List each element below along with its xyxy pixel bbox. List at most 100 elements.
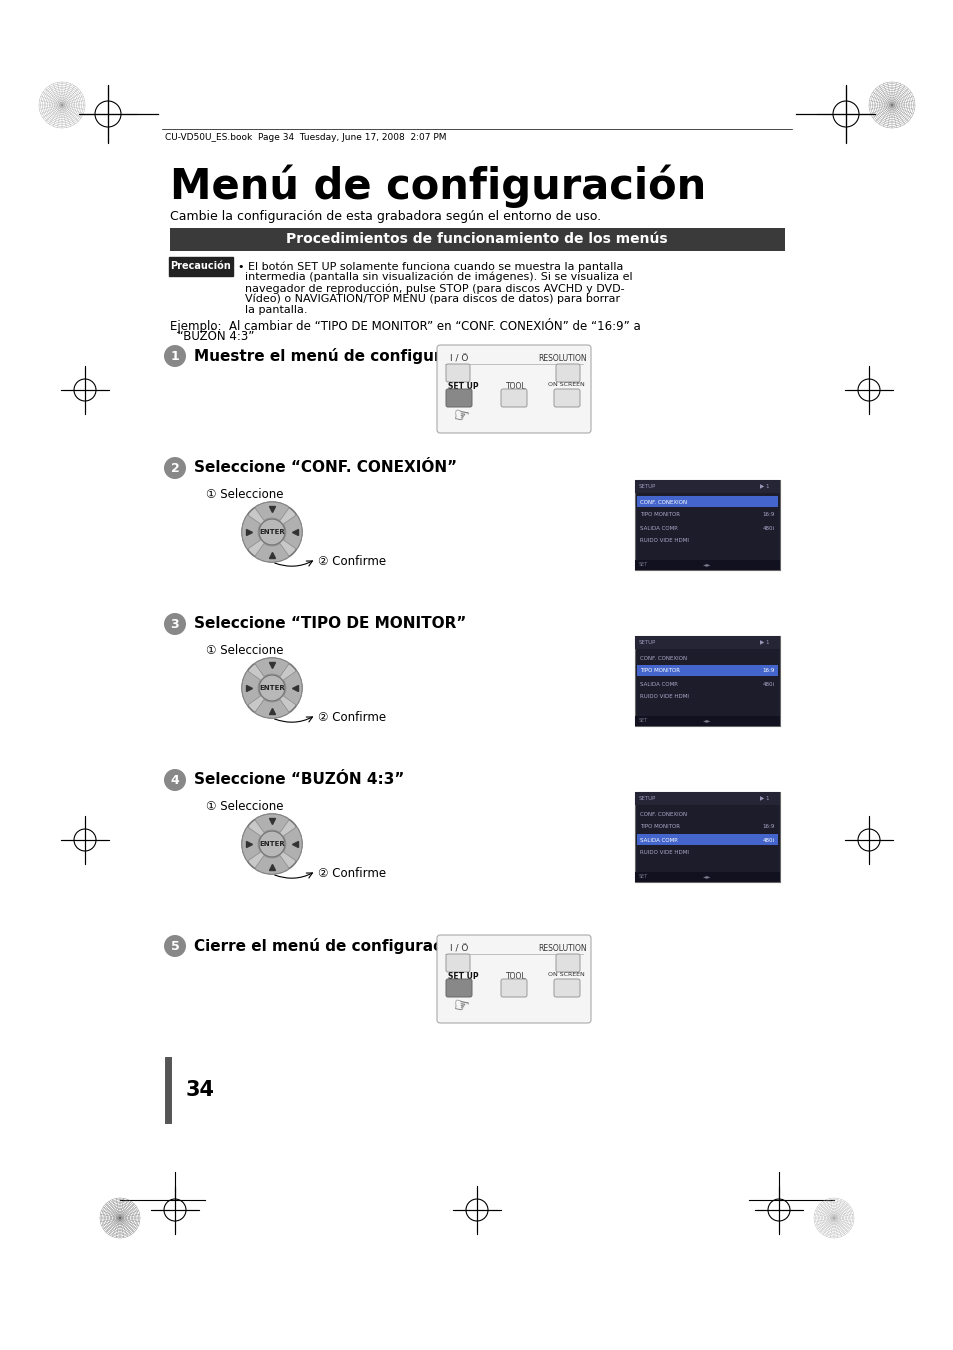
Bar	[635, 636, 780, 726]
Text: ① Seleccione: ① Seleccione	[206, 487, 283, 501]
Text: 1: 1	[171, 350, 179, 363]
FancyBboxPatch shape	[169, 256, 233, 275]
Text: 5: 5	[171, 940, 179, 953]
Text: ◄►: ◄►	[702, 718, 711, 724]
Text: TOOL: TOOL	[505, 972, 526, 981]
Text: RESOLUTION: RESOLUTION	[537, 354, 586, 363]
Text: RESOLUTION: RESOLUTION	[537, 944, 586, 953]
Text: TIPO MONITOR: TIPO MONITOR	[639, 513, 679, 517]
FancyBboxPatch shape	[554, 979, 579, 998]
Text: SALIDA COMP.: SALIDA COMP.	[639, 525, 678, 531]
Bar	[170, 228, 784, 251]
Text: la pantalla.: la pantalla.	[237, 305, 307, 315]
Bar	[637, 495, 778, 508]
Text: 4: 4	[171, 774, 179, 787]
Text: navegador de reproducción, pulse STOP (para discos AVCHD y DVD-: navegador de reproducción, pulse STOP (p…	[237, 284, 624, 293]
Bar	[635, 481, 780, 493]
Text: 2: 2	[171, 462, 179, 474]
Wedge shape	[242, 514, 260, 549]
Wedge shape	[283, 514, 302, 549]
Circle shape	[164, 458, 186, 479]
Text: Precaución: Precaución	[171, 261, 232, 271]
FancyBboxPatch shape	[554, 389, 579, 406]
Text: intermedia (pantalla sin visualización de imágenes). Si se visualiza el: intermedia (pantalla sin visualización d…	[237, 271, 632, 282]
Text: Seleccione “BUZÓN 4:3”: Seleccione “BUZÓN 4:3”	[193, 772, 404, 787]
Wedge shape	[283, 826, 302, 861]
Text: SALIDA COMP.: SALIDA COMP.	[639, 837, 678, 842]
Text: Muestre el menú de configuración: Muestre el menú de configuración	[193, 348, 487, 364]
Text: SET: SET	[639, 718, 648, 724]
Text: CU-VD50U_ES.book  Page 34  Tuesday, June 17, 2008  2:07 PM: CU-VD50U_ES.book Page 34 Tuesday, June 1…	[165, 134, 446, 142]
FancyBboxPatch shape	[436, 936, 590, 1023]
Circle shape	[242, 814, 302, 873]
Text: ② Confirme: ② Confirme	[317, 867, 386, 880]
Text: Ejemplo:  Al cambiar de “TIPO DE MONITOR” en “CONF. CONEXIÓN” de “16:9” a: Ejemplo: Al cambiar de “TIPO DE MONITOR”…	[170, 319, 640, 333]
Text: CONF. CONEXION: CONF. CONEXION	[639, 656, 686, 660]
Text: ON SCREEN: ON SCREEN	[547, 972, 584, 977]
FancyBboxPatch shape	[500, 389, 526, 406]
FancyBboxPatch shape	[446, 979, 472, 998]
Text: 480i: 480i	[762, 682, 774, 687]
Text: 480i: 480i	[762, 525, 774, 531]
Wedge shape	[254, 502, 289, 521]
Circle shape	[242, 502, 302, 562]
Text: SET UP: SET UP	[448, 972, 478, 981]
Text: 16:9: 16:9	[761, 668, 774, 674]
Text: Seleccione “TIPO DE MONITOR”: Seleccione “TIPO DE MONITOR”	[193, 617, 466, 632]
Bar	[635, 481, 780, 570]
Bar	[635, 872, 780, 882]
Text: RUIDO VIDE HDMI: RUIDO VIDE HDMI	[639, 850, 688, 856]
Text: I / Ö: I / Ö	[450, 354, 468, 363]
FancyBboxPatch shape	[446, 389, 472, 406]
Bar	[635, 636, 780, 649]
Text: Procedimientos de funcionamiento de los menús: Procedimientos de funcionamiento de los …	[286, 232, 667, 246]
Text: SALIDA COMP.: SALIDA COMP.	[639, 682, 678, 687]
FancyBboxPatch shape	[500, 979, 526, 998]
Text: TIPO MONITOR: TIPO MONITOR	[639, 825, 679, 829]
Text: 34: 34	[186, 1080, 214, 1100]
Bar	[635, 716, 780, 726]
Bar	[637, 666, 778, 676]
Wedge shape	[254, 856, 289, 873]
FancyBboxPatch shape	[446, 364, 470, 382]
Text: ▶ 1: ▶ 1	[760, 483, 769, 489]
Text: SETUP: SETUP	[639, 640, 656, 644]
Text: ENTER: ENTER	[259, 529, 285, 535]
Text: Menú de configuración: Menú de configuración	[170, 165, 705, 208]
Text: TIPO MONITOR: TIPO MONITOR	[639, 668, 679, 674]
Text: 16:9: 16:9	[761, 513, 774, 517]
Text: “BUZÓN 4:3”: “BUZÓN 4:3”	[170, 329, 254, 343]
Wedge shape	[283, 671, 302, 705]
Text: ② Confirme: ② Confirme	[317, 555, 386, 568]
Text: 16:9: 16:9	[761, 825, 774, 829]
Wedge shape	[254, 544, 289, 562]
Circle shape	[258, 518, 285, 545]
Text: Cambie la configuración de esta grabadora según el entorno de uso.: Cambie la configuración de esta grabador…	[170, 211, 600, 223]
FancyBboxPatch shape	[446, 954, 470, 972]
Text: SET: SET	[639, 563, 648, 567]
Text: ☞: ☞	[452, 996, 471, 1017]
Text: CONF. CONEXION: CONF. CONEXION	[639, 811, 686, 817]
Wedge shape	[254, 699, 289, 718]
Text: ② Confirme: ② Confirme	[317, 711, 386, 724]
Circle shape	[164, 769, 186, 791]
Text: RUIDO VIDE HDMI: RUIDO VIDE HDMI	[639, 539, 688, 544]
Bar	[635, 792, 780, 882]
Circle shape	[164, 613, 186, 634]
Text: ENTER: ENTER	[259, 684, 285, 691]
Circle shape	[258, 675, 285, 701]
Text: SETUP: SETUP	[639, 483, 656, 489]
Wedge shape	[242, 671, 260, 705]
Text: SET: SET	[639, 875, 648, 879]
Bar	[637, 834, 778, 845]
FancyBboxPatch shape	[556, 364, 579, 382]
Text: Cierre el menú de configuración: Cierre el menú de configuración	[193, 938, 468, 954]
Text: ▶ 1: ▶ 1	[760, 640, 769, 644]
Text: SET UP: SET UP	[448, 382, 478, 391]
Circle shape	[164, 936, 186, 957]
Text: ◄►: ◄►	[702, 563, 711, 567]
Text: • El botón SET UP solamente funciona cuando se muestra la pantalla: • El botón SET UP solamente funciona cua…	[237, 261, 622, 271]
Text: ENTER: ENTER	[259, 841, 285, 846]
Text: I / Ö: I / Ö	[450, 944, 468, 953]
Text: ▶ 1: ▶ 1	[760, 795, 769, 801]
